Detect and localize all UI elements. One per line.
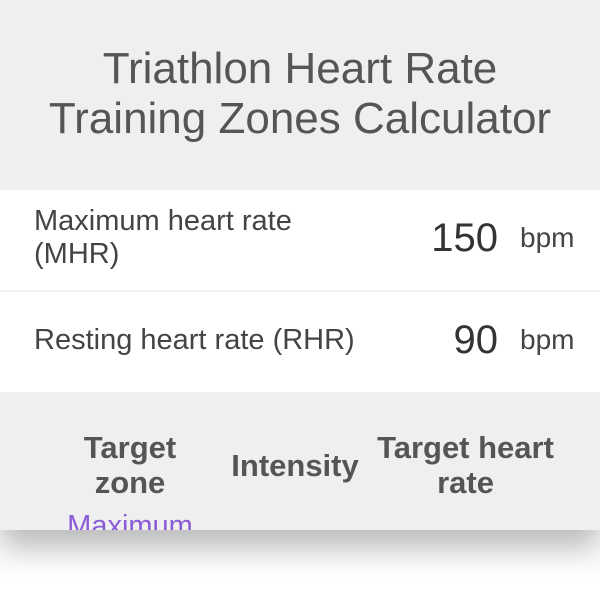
- table-cell: Maximum: [67, 510, 193, 530]
- field-input[interactable]: 150: [431, 216, 498, 260]
- table-header: Target zone Intensity Target heart rate: [0, 430, 600, 510]
- title-line: Triathlon Heart Rate: [102, 44, 498, 93]
- title: Triathlon Heart Rate Training Zones Calc…: [0, 44, 600, 144]
- field-input[interactable]: 90: [453, 318, 499, 362]
- field-label: Maximum heart rate (MHR): [34, 205, 292, 270]
- field-row: Resting heart rate (RHR) 90 bpm: [0, 292, 600, 392]
- column-header: Intensity: [231, 448, 359, 483]
- field-row: Maximum heart rate (MHR) 150 bpm: [0, 190, 600, 290]
- field-unit[interactable]: bpm: [520, 222, 575, 253]
- column-header: Target heart rate: [377, 430, 554, 500]
- field-unit[interactable]: bpm: [520, 324, 575, 355]
- calculator-card: Triathlon Heart Rate Training Zones Calc…: [0, 0, 600, 530]
- title-line: Training Zones Calculator: [48, 94, 552, 143]
- field-label: Resting heart rate (RHR): [34, 324, 355, 356]
- column-header: Target zone: [83, 430, 177, 500]
